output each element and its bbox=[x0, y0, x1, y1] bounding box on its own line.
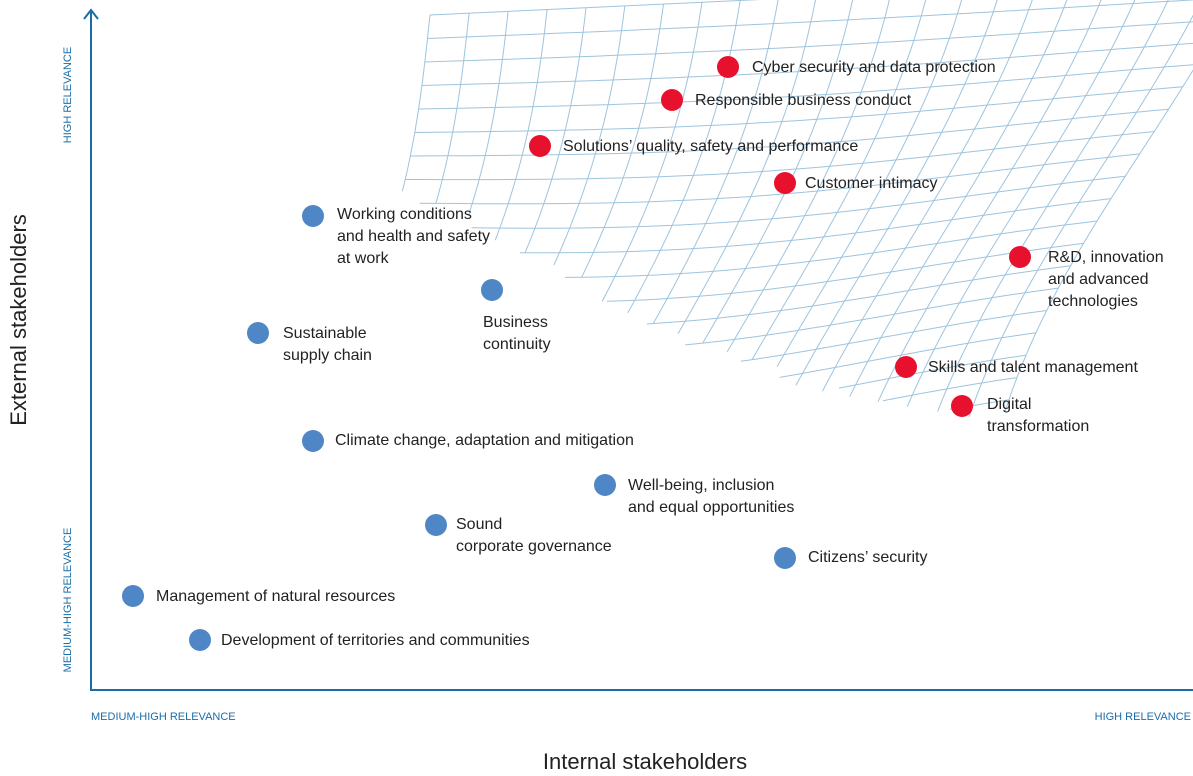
mesh-line bbox=[581, 4, 664, 278]
y-axis-arrow bbox=[83, 8, 99, 20]
node-label: Digital bbox=[987, 396, 1031, 413]
mesh-line bbox=[685, 287, 1059, 346]
node-label: Sound bbox=[456, 516, 502, 533]
y-low-label: MEDIUM-HIGH RELEVANCE bbox=[62, 528, 74, 673]
node-dot bbox=[302, 430, 324, 452]
mesh-background bbox=[401, 0, 1193, 417]
mesh-line bbox=[494, 9, 548, 241]
node-label: Cyber security and data protection bbox=[752, 59, 996, 76]
mesh-line bbox=[726, 0, 890, 352]
mesh-line bbox=[795, 0, 998, 386]
node-dot bbox=[481, 279, 503, 301]
x-title: Internal stakeholders bbox=[543, 749, 747, 774]
node-label: Responsible business conduct bbox=[695, 92, 912, 109]
mesh-line bbox=[838, 354, 1027, 389]
node-dot bbox=[774, 547, 796, 569]
mesh-line bbox=[702, 0, 854, 344]
mesh-line bbox=[821, 0, 1033, 392]
mesh-line bbox=[401, 14, 431, 192]
nodes: Cyber security and data protection Respon… bbox=[122, 56, 1164, 651]
mesh-line bbox=[421, 42, 1193, 86]
node-dot bbox=[661, 89, 683, 111]
node-label: at work bbox=[337, 250, 390, 267]
node-label: Business bbox=[483, 314, 548, 331]
node-label: Management of natural resources bbox=[156, 588, 395, 605]
node-dot bbox=[895, 356, 917, 378]
mesh-line bbox=[776, 0, 963, 368]
node-dot bbox=[594, 474, 616, 496]
node-label: R&D, innovation bbox=[1048, 249, 1164, 266]
mesh-line bbox=[677, 0, 816, 334]
node-label: transformation bbox=[987, 418, 1089, 435]
node-dot bbox=[247, 322, 269, 344]
mesh-line bbox=[564, 220, 1098, 278]
node-dot bbox=[717, 56, 739, 78]
node-label: Working conditions bbox=[337, 206, 472, 223]
mesh-line bbox=[429, 0, 761, 16]
mesh-line bbox=[424, 21, 1193, 63]
mesh-line bbox=[405, 131, 1155, 181]
x-high-label: HIGH RELEVANCE bbox=[1095, 711, 1191, 723]
mesh-line bbox=[646, 265, 1071, 325]
y-title: External stakeholders bbox=[6, 214, 31, 426]
mesh-line bbox=[471, 175, 1126, 229]
node-label: Development of territories and communiti… bbox=[221, 632, 530, 649]
mesh-line bbox=[751, 0, 927, 360]
node-label: Sustainable bbox=[283, 325, 367, 342]
mesh-line bbox=[467, 11, 509, 216]
node-dot bbox=[122, 585, 144, 607]
node-dot bbox=[774, 172, 796, 194]
node-label: and equal opportunities bbox=[628, 499, 794, 516]
node-label: Customer intimacy bbox=[805, 175, 937, 192]
node-dot bbox=[1009, 246, 1031, 268]
x-low-label: MEDIUM-HIGH RELEVANCE bbox=[91, 711, 236, 723]
mesh-line bbox=[779, 332, 1036, 378]
mesh-line bbox=[627, 0, 741, 314]
mesh-line bbox=[883, 377, 1018, 402]
mesh-line bbox=[419, 153, 1140, 205]
node-dot bbox=[951, 395, 973, 417]
mesh-line bbox=[606, 242, 1084, 302]
node-label: supply chain bbox=[283, 347, 372, 364]
node-dot bbox=[529, 135, 551, 157]
node-label: continuity bbox=[483, 336, 551, 353]
mesh-line bbox=[414, 86, 1183, 133]
y-high-label: HIGH RELEVANCE bbox=[62, 47, 74, 143]
mesh-line bbox=[937, 0, 1169, 412]
node-label: Well-being, inclusion bbox=[628, 477, 774, 494]
mesh-line bbox=[906, 0, 1136, 407]
mesh-line bbox=[410, 108, 1169, 157]
node-label: Skills and talent management bbox=[928, 359, 1138, 376]
node-label: Solutions’ quality, safety and performan… bbox=[563, 138, 858, 155]
node-dot bbox=[189, 629, 211, 651]
node-label: corporate governance bbox=[456, 538, 612, 555]
mesh-line bbox=[1004, 69, 1193, 412]
node-label: Climate change, adaptation and mitigatio… bbox=[335, 432, 634, 449]
mesh-line bbox=[553, 5, 626, 266]
mesh-line bbox=[740, 310, 1047, 362]
node-dot bbox=[425, 514, 447, 536]
node-dot bbox=[302, 205, 324, 227]
node-label: technologies bbox=[1048, 293, 1138, 310]
node-label: Citizens’ security bbox=[808, 549, 927, 566]
mesh-line bbox=[652, 0, 779, 324]
mesh-line bbox=[968, 14, 1193, 417]
mesh-line bbox=[427, 0, 1193, 39]
mesh-line bbox=[849, 0, 1068, 397]
mesh-line bbox=[519, 198, 1112, 254]
mesh-line bbox=[418, 64, 1193, 110]
node-label: and advanced bbox=[1048, 271, 1149, 288]
node-label: and health and safety bbox=[337, 228, 490, 245]
